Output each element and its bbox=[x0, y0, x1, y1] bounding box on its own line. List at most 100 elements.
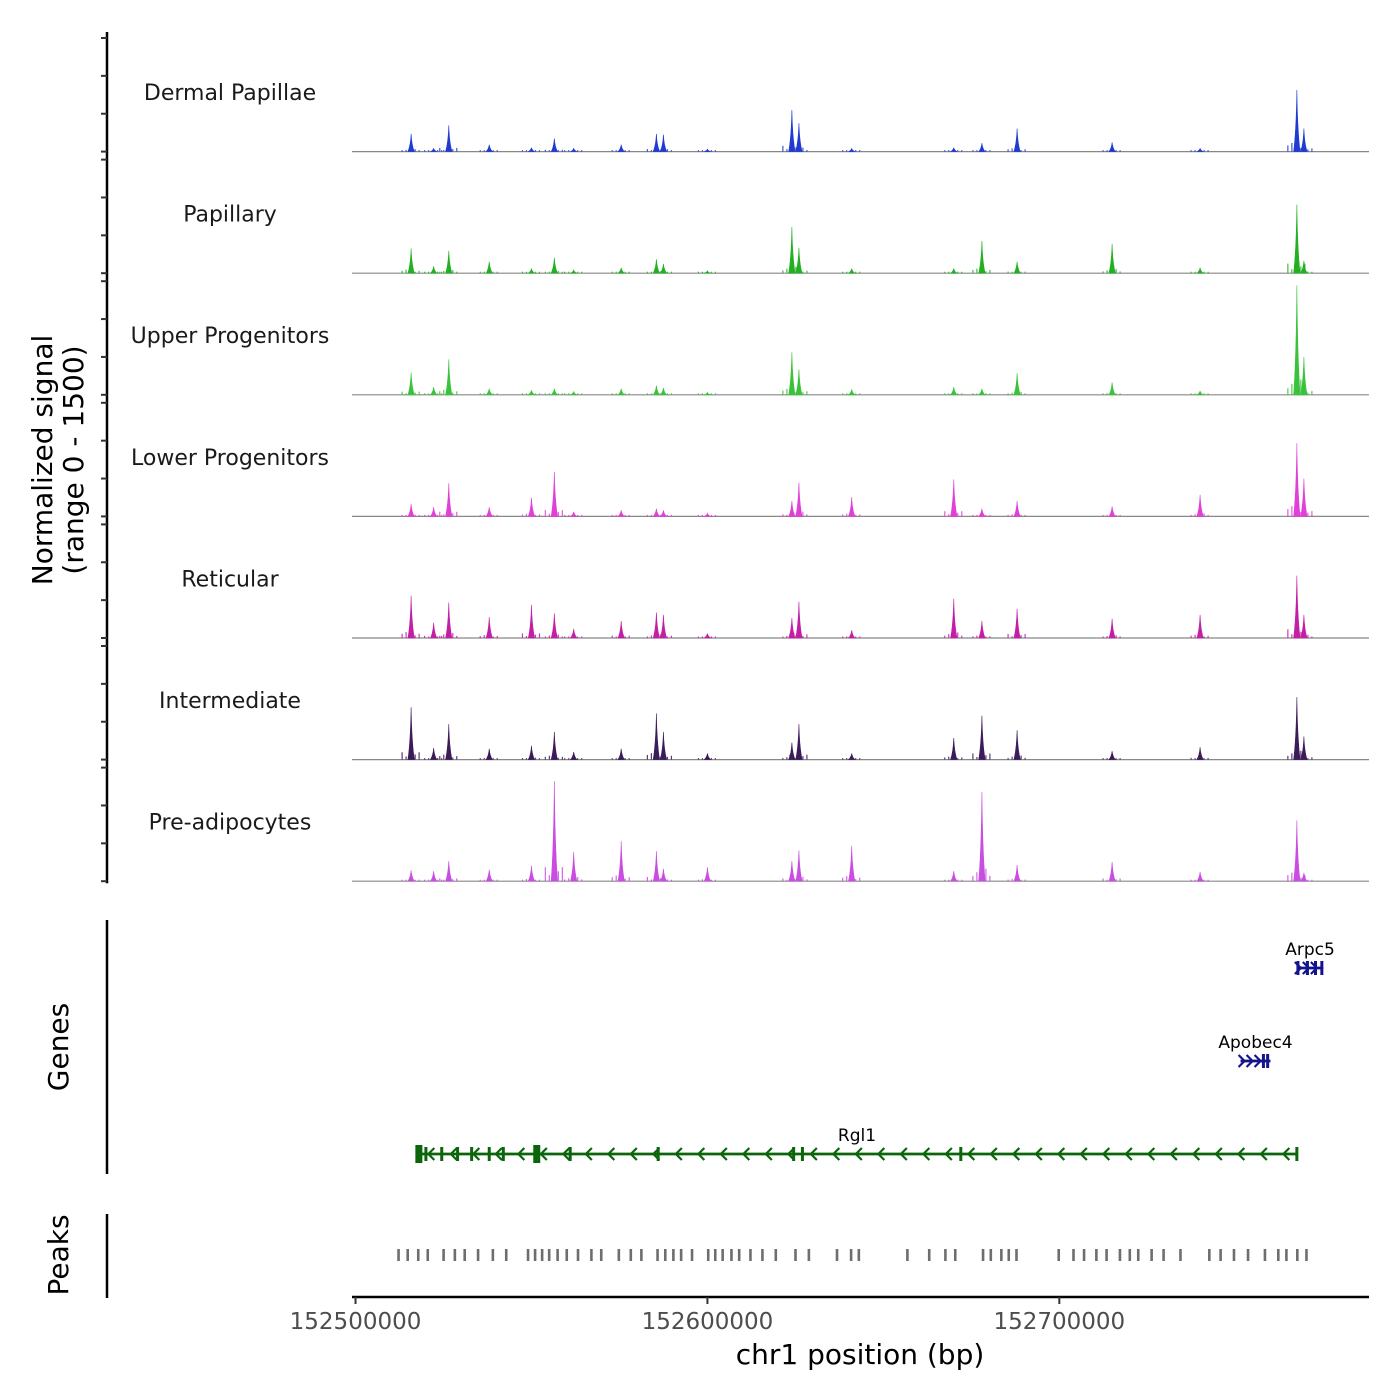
peak-region bbox=[1118, 1249, 1122, 1261]
peak-region bbox=[1128, 1249, 1132, 1261]
signal-peak bbox=[1108, 243, 1116, 274]
signal-peak bbox=[652, 612, 660, 639]
strand-arrow bbox=[629, 1147, 638, 1161]
peak-region bbox=[849, 1249, 853, 1261]
peak-region bbox=[1000, 1249, 1003, 1261]
signal-peak bbox=[1300, 872, 1308, 882]
gene-exon bbox=[533, 1145, 541, 1163]
signal-peak bbox=[485, 507, 494, 517]
peak-region bbox=[981, 1249, 985, 1261]
signal-peak bbox=[795, 850, 803, 882]
peak-region bbox=[944, 1249, 947, 1261]
signal-peak bbox=[550, 781, 558, 882]
gene-exon bbox=[800, 1147, 804, 1161]
signal-peak bbox=[652, 133, 661, 152]
signal-peak bbox=[407, 870, 415, 882]
signal-peak bbox=[617, 144, 626, 152]
strand-arrow bbox=[606, 1147, 616, 1161]
signal-peak bbox=[1293, 89, 1301, 152]
signal-peak bbox=[659, 134, 668, 152]
signal-peak bbox=[652, 713, 660, 760]
genes-track-title: Genes bbox=[42, 1003, 75, 1091]
strand-arrow bbox=[449, 1147, 458, 1161]
strand-arrow bbox=[831, 1147, 841, 1161]
strand-arrow bbox=[1191, 1147, 1201, 1161]
signal-peak bbox=[659, 263, 668, 274]
signal-peak bbox=[788, 742, 796, 760]
signal-peak bbox=[527, 745, 536, 760]
track-lower-progenitors: Lower Progenitors bbox=[131, 443, 1369, 518]
track-label: Lower Progenitors bbox=[131, 446, 329, 471]
gene-exon bbox=[487, 1147, 491, 1161]
signal-peak bbox=[1293, 575, 1301, 639]
strand-arrow bbox=[1034, 1147, 1043, 1161]
signal-peak bbox=[570, 147, 578, 152]
strand-arrow bbox=[1056, 1147, 1066, 1161]
signal-peak bbox=[1013, 373, 1021, 396]
strand-arrow bbox=[1011, 1147, 1021, 1161]
peak-region bbox=[807, 1249, 811, 1261]
signal-tracks: Dermal Papillae Papillary Upper Progenitor… bbox=[131, 81, 1369, 882]
peak-region bbox=[1296, 1249, 1299, 1261]
signal-peak bbox=[949, 387, 958, 396]
strand-arrow bbox=[516, 1147, 526, 1161]
signal-peak bbox=[1013, 608, 1021, 639]
peak-region bbox=[533, 1249, 537, 1261]
signal-peak bbox=[703, 867, 712, 882]
peak-region bbox=[656, 1249, 659, 1261]
peak-region bbox=[721, 1249, 724, 1261]
gene-exon bbox=[537, 1147, 541, 1161]
signal-peak bbox=[430, 147, 437, 152]
strand-arrow bbox=[1253, 1054, 1263, 1068]
signal-peak bbox=[617, 388, 626, 396]
peak-region bbox=[397, 1249, 400, 1261]
signal-peak bbox=[445, 602, 453, 639]
peak-region bbox=[713, 1249, 717, 1261]
signal-peak bbox=[795, 369, 803, 396]
signal-peak bbox=[407, 504, 415, 517]
signal-peak bbox=[485, 144, 494, 152]
signal-peak bbox=[795, 247, 803, 274]
signal-peak bbox=[1013, 500, 1021, 517]
gene-exon bbox=[470, 1147, 474, 1161]
signal-peak bbox=[407, 248, 415, 274]
signal-peak bbox=[429, 507, 438, 517]
gene-exon bbox=[440, 1147, 444, 1161]
strand-arrow bbox=[764, 1147, 773, 1161]
signal-peak bbox=[788, 226, 796, 274]
signal-peak bbox=[617, 748, 625, 760]
signal-peak bbox=[652, 259, 661, 274]
signal-peak bbox=[1196, 871, 1204, 882]
peak-region bbox=[1277, 1249, 1280, 1261]
signal-peak bbox=[1108, 142, 1116, 152]
gene-exon bbox=[792, 1147, 796, 1161]
genes-track: Arpc5 Apobec4 Rgl1 bbox=[415, 940, 1335, 1163]
signal-peak bbox=[485, 617, 493, 639]
signal-peak bbox=[407, 372, 415, 396]
strand-arrow bbox=[539, 1147, 548, 1161]
strand-arrow bbox=[1310, 961, 1319, 975]
signal-peak bbox=[704, 270, 711, 274]
signal-peak bbox=[407, 707, 415, 760]
peak-region bbox=[672, 1249, 675, 1261]
signal-peak bbox=[978, 508, 986, 517]
signal-peak bbox=[1300, 478, 1308, 517]
signal-peak bbox=[617, 267, 626, 274]
gene-exon bbox=[568, 1147, 572, 1161]
signal-peak bbox=[659, 614, 668, 639]
strand-arrow bbox=[471, 1147, 481, 1161]
peak-region bbox=[1232, 1249, 1236, 1261]
signal-peak bbox=[788, 109, 796, 152]
signal-peak bbox=[1108, 506, 1116, 517]
signal-peak bbox=[429, 387, 438, 396]
gene-exon bbox=[959, 1147, 963, 1161]
x-tick-label: 152700000 bbox=[993, 1309, 1125, 1335]
strand-arrow bbox=[674, 1147, 683, 1161]
signal-peak bbox=[570, 851, 578, 882]
signal-peak bbox=[1300, 128, 1308, 152]
signal-peak bbox=[1300, 260, 1308, 274]
gene-label: Apobec4 bbox=[1218, 1033, 1292, 1053]
signal-peak bbox=[978, 143, 986, 152]
gene-rgl1: Rgl1 bbox=[415, 1126, 1299, 1163]
peak-region bbox=[749, 1249, 752, 1261]
